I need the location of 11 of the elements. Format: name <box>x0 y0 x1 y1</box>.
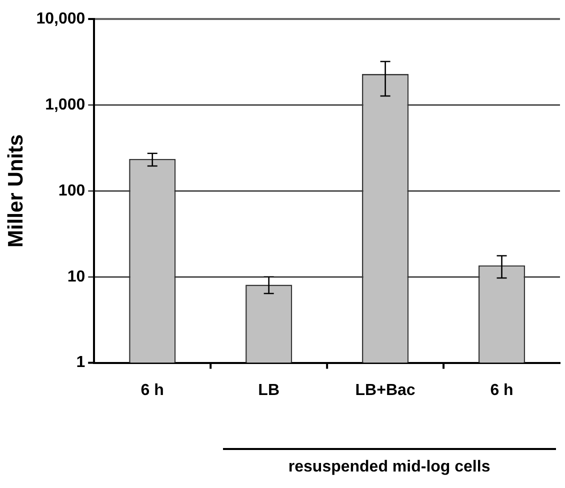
y-tick-label: 10 <box>67 268 86 286</box>
y-axis-title: Miller Units <box>4 134 28 248</box>
y-tick-label: 1,000 <box>45 96 86 114</box>
y-tick-label: 100 <box>58 182 86 200</box>
x-tick-label: 6 h <box>140 382 164 399</box>
y-tick-label: 1 <box>76 354 86 372</box>
y-tick-label: 10,000 <box>36 10 86 28</box>
x-tick-label: LB <box>258 382 280 399</box>
text: resuspended mid-log cells <box>288 458 490 476</box>
x-tick-label: LB+Bac <box>355 382 416 399</box>
x-tick-label: 6 h <box>490 382 514 399</box>
